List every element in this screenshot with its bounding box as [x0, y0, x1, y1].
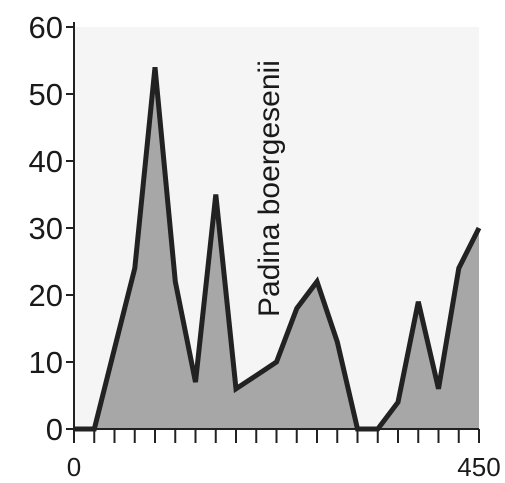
y-tick-label: 20 [29, 278, 63, 313]
x-tick-label: 450 [457, 452, 500, 482]
y-tick-label: 40 [29, 144, 63, 179]
y-tick-label: 30 [29, 211, 63, 246]
series-area-0 [74, 67, 479, 429]
series-layer [74, 66, 482, 432]
y-tick-label: 50 [29, 77, 63, 112]
axes: 0 10 20 30 40 50 60 0 450 [29, 10, 501, 482]
series-annotation: Padina boergesenii [253, 60, 286, 317]
y-tick-label: 0 [46, 412, 63, 447]
x-tick-label: 0 [67, 452, 81, 482]
y-tick-label: 60 [29, 10, 63, 45]
y-tick-label: 10 [29, 345, 63, 380]
series-line-0 [74, 66, 482, 432]
